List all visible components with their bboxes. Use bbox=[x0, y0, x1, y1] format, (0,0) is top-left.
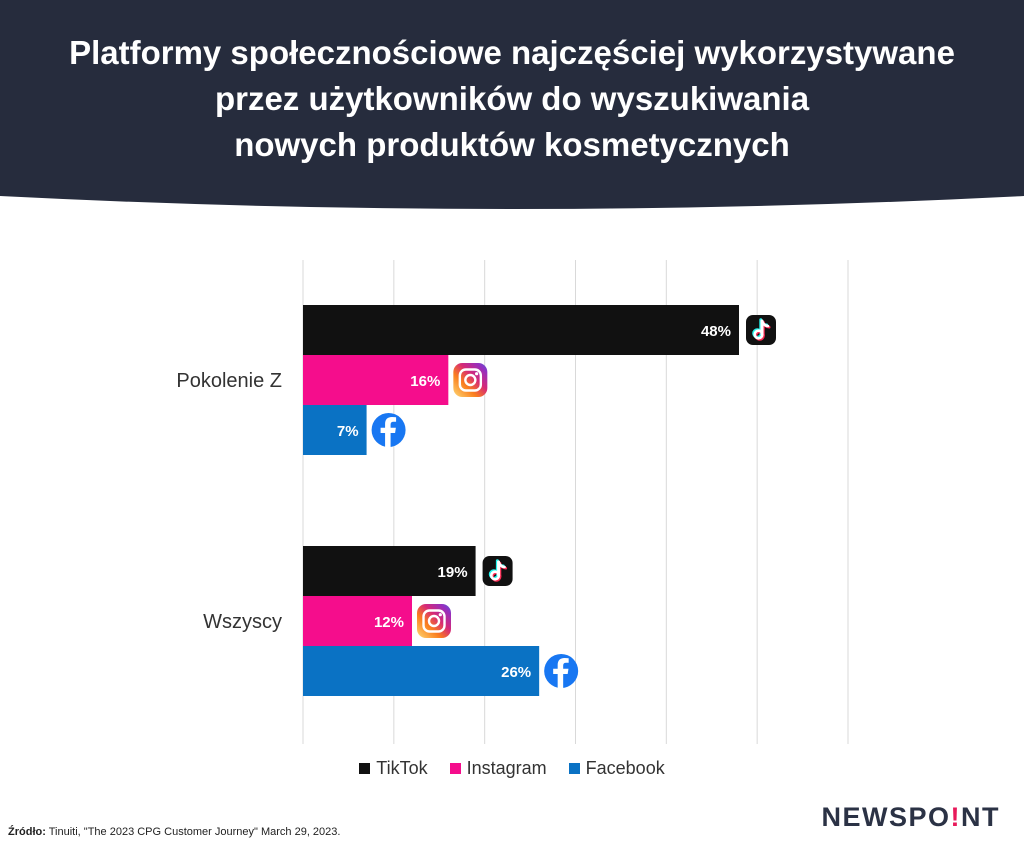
source-text: Tinuiti, "The 2023 CPG Customer Journey"… bbox=[48, 826, 341, 838]
legend-item-instagram: Instagram bbox=[449, 758, 547, 779]
category-label: Pokolenie Z bbox=[176, 370, 282, 392]
bar-instagram bbox=[303, 355, 449, 405]
instagram-icon bbox=[417, 604, 451, 638]
legend-swatch-instagram bbox=[449, 763, 461, 774]
data-label: 16% bbox=[410, 373, 440, 390]
title-line-2: przez użytkowników do wyszukiwania bbox=[214, 80, 810, 117]
data-label: 12% bbox=[374, 614, 404, 631]
facebook-icon bbox=[544, 654, 579, 688]
bar-tiktok bbox=[303, 305, 739, 355]
data-label: 48% bbox=[701, 323, 731, 340]
bar-tiktok bbox=[303, 546, 476, 596]
bar-facebook bbox=[303, 646, 540, 696]
legend-item-facebook: Facebook bbox=[568, 758, 665, 779]
header: Platformy społecznościowe najczęściej wy… bbox=[0, 0, 1024, 212]
data-label: 26% bbox=[501, 664, 531, 681]
data-label: 7% bbox=[337, 423, 359, 440]
title-line-1: Platformy społecznościowe najczęściej wy… bbox=[69, 34, 955, 71]
instagram-icon bbox=[453, 363, 488, 397]
legend-swatch-facebook bbox=[568, 763, 580, 774]
brand-dot: ! bbox=[950, 802, 961, 832]
legend-label-instagram: Instagram bbox=[466, 758, 547, 778]
legend-label-tiktok: TikTok bbox=[376, 758, 428, 778]
brand-left: NEWSPO bbox=[821, 802, 951, 832]
category-label: Wszyscy bbox=[203, 611, 282, 633]
legend: TikTok Instagram Facebook bbox=[0, 758, 1024, 779]
tiktok-icon bbox=[746, 315, 776, 345]
bar-facebook bbox=[303, 405, 367, 455]
brand-right: NT bbox=[961, 802, 1000, 832]
bar-instagram bbox=[303, 596, 412, 646]
header-background bbox=[0, 0, 1024, 209]
tiktok-icon bbox=[482, 556, 513, 586]
facebook-icon bbox=[371, 413, 406, 447]
data-label: 19% bbox=[438, 564, 468, 581]
source-label: Źródło: bbox=[8, 826, 46, 838]
bar-chart: Pokolenie Z 48% 16% 7% Wszyscy 19% 12% 26% bbox=[176, 260, 849, 744]
legend-label-facebook: Facebook bbox=[585, 758, 665, 778]
title-line-3: nowych produktów kosmetycznych bbox=[234, 126, 790, 163]
legend-item-tiktok: TikTok bbox=[359, 758, 428, 779]
legend-swatch-tiktok bbox=[359, 763, 371, 774]
newspoint-logo: NEWSPO!NT bbox=[821, 802, 1000, 833]
source-note: Źródło: Tinuiti, "The 2023 CPG Customer … bbox=[8, 826, 340, 838]
chart-title: Platformy społecznościowe najczęściej wy… bbox=[0, 30, 1024, 168]
